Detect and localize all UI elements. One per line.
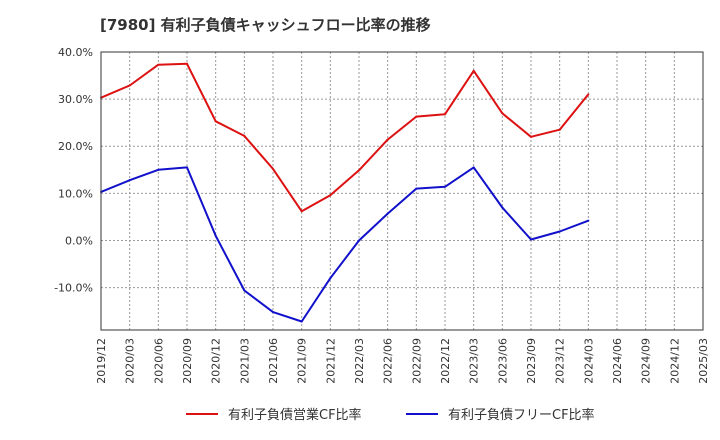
data-point [214,120,217,123]
data-point [186,166,188,169]
data-point [243,289,246,292]
data-point [444,113,446,116]
x-tick-label: 2023/03 [468,338,481,384]
x-tick-label: 2025/03 [697,338,710,384]
x-tick-label: 2020/12 [210,338,223,384]
x-tick-label: 2021/12 [324,338,337,384]
data-point [300,320,303,323]
data-point [501,206,504,209]
data-point [128,179,131,182]
data-point [329,194,332,197]
x-tick-label: 2023/06 [496,338,509,384]
data-point [272,311,274,314]
data-point [415,115,418,118]
grid-layer [101,51,703,330]
legend-swatch [406,412,438,415]
y-tick-label: 40.0% [58,46,93,59]
x-tick-label: 2020/03 [124,338,137,384]
x-tick-label: 2023/12 [554,338,567,384]
x-tick-label: 2022/03 [353,338,366,384]
data-point [530,238,532,241]
series-line-2 [100,166,589,323]
y-tick-label: 0.0% [65,234,93,247]
data-point [358,239,360,242]
x-axis-tick-labels: 2019/12 2020/03 2020/06 2020/09 2020/12 2021/… [95,338,710,384]
data-point [558,128,561,131]
data-point [558,230,561,233]
data-point [587,219,590,222]
data-point [358,169,360,172]
y-axis-tick-labels: 40.0% 30.0% 20.0% 10.0% 0.0% -10.0% [54,46,93,295]
y-tick-label: 20.0% [58,140,93,153]
data-point [472,166,475,169]
data-point [157,63,160,66]
x-tick-label: 2023/09 [525,338,538,384]
series-layer [100,62,590,323]
data-point [501,112,504,115]
y-tick-label: -10.0% [54,282,93,295]
legend-item-2: 有利子負債フリーCF比率 [406,404,595,423]
data-point [243,134,246,137]
data-point [300,210,303,213]
x-tick-label: 2022/12 [439,338,452,384]
data-point [272,167,274,170]
data-point [530,135,532,138]
data-point [587,93,590,96]
x-tick-label: 2020/06 [152,338,165,384]
line-chart: 40.0%30.0%20.0%10.0%0.0%-10.0% 2019/12 20… [54,46,710,384]
legend-swatch [186,412,218,415]
x-tick-label: 2024/12 [668,338,681,384]
data-point [386,138,389,141]
y-tick-label: 10.0% [58,187,93,200]
x-tick-label: 2024/06 [611,338,624,384]
legend: 有利子負債営業CF比率 有利子負債フリーCF比率 [0,404,720,428]
data-point [386,212,389,215]
y-tick-label: 30.0% [58,93,93,106]
series-line-1 [100,62,590,213]
data-point [186,62,188,65]
legend-label: 有利子負債フリーCF比率 [448,408,595,423]
chart-title: [7980] 有利子負債キャッシュフロー比率の推移 [100,16,431,34]
data-point [214,234,217,237]
x-tick-label: 2022/09 [410,338,423,384]
legend-label: 有利子負債営業CF比率 [228,408,362,423]
legend-item-1: 有利子負債営業CF比率 [186,404,362,423]
x-tick-label: 2021/06 [267,338,280,384]
x-tick-label: 2021/09 [296,338,309,384]
data-point [128,84,131,87]
x-tick-label: 2024/03 [582,338,595,384]
data-point [444,185,446,188]
data-point [415,187,418,190]
plot-frame [100,51,704,331]
x-tick-label: 2022/06 [382,338,395,384]
x-tick-label: 2019/12 [95,338,108,384]
data-point [329,277,332,280]
data-point [472,69,475,72]
x-tick-label: 2020/09 [181,338,194,384]
x-tick-label: 2021/03 [238,338,251,384]
data-point [157,168,160,171]
x-tick-label: 2024/09 [640,338,653,384]
